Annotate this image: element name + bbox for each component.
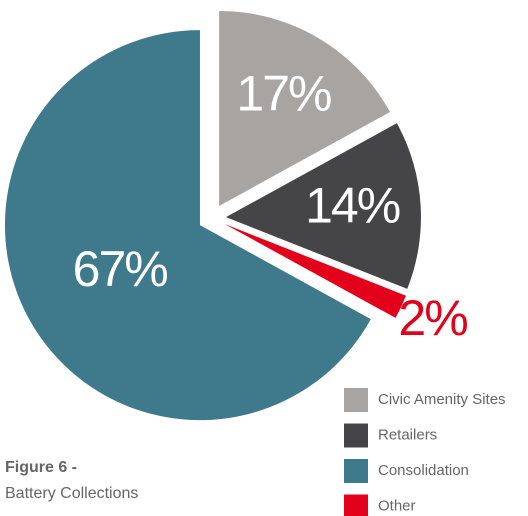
- legend-swatch: [344, 494, 368, 516]
- legend-label: Consolidation: [378, 462, 469, 479]
- value-label: 14%: [305, 177, 400, 233]
- chart-subtitle: Battery Collections: [5, 485, 138, 502]
- legend-label: Other: [378, 497, 416, 514]
- value-label: 67%: [73, 241, 168, 297]
- pie-slice: [4, 30, 371, 421]
- value-label: 17%: [236, 65, 331, 121]
- legend-swatch: [344, 459, 368, 483]
- pie-slice: [219, 10, 391, 206]
- value-label: 2%: [398, 290, 467, 346]
- legend-swatch: [344, 423, 368, 448]
- legend-label: Civic Amenity Sites: [378, 391, 506, 408]
- chart-title: Figure 6 -: [5, 459, 77, 476]
- pie-slice: [224, 223, 406, 318]
- legend-swatch: [344, 388, 368, 412]
- pie-slice: [225, 123, 421, 289]
- legend-label: Retailers: [378, 426, 437, 443]
